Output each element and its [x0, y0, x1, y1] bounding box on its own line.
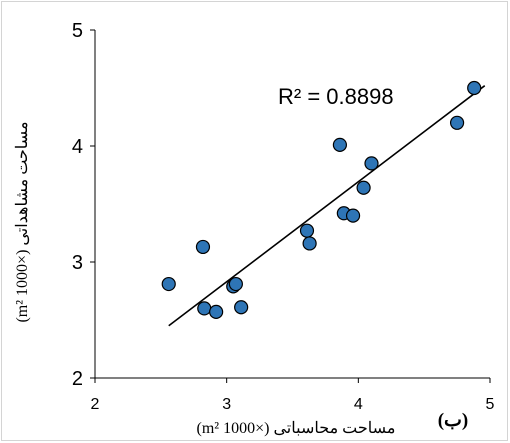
data-point	[161, 276, 176, 292]
x-axis-label: مساحت محاسباتی (×1000 m²)	[197, 420, 396, 437]
axes: 2 3 4 5 2 3 4 5	[72, 20, 495, 413]
labels-layer: R² = 0.8898 مساحت محاسباتی (×1000 m²) مس…	[14, 84, 468, 437]
data-point	[449, 115, 465, 130]
data-point	[299, 223, 315, 238]
data-point	[197, 301, 212, 316]
x-tick-label: 4	[354, 396, 363, 413]
trendline	[168, 85, 486, 327]
trendline-layer	[168, 85, 486, 327]
y-tick-label: 2	[72, 368, 83, 390]
data-point	[209, 304, 224, 319]
data-point	[467, 80, 482, 96]
data-point	[345, 208, 361, 223]
x-tick-label: 3	[222, 396, 231, 413]
data-point	[228, 276, 243, 292]
r-squared-annotation: R² = 0.8898	[278, 84, 394, 109]
panel-label: (ب)	[438, 410, 469, 431]
data-point	[364, 156, 379, 171]
data-point	[332, 137, 347, 152]
y-tick-label: 5	[72, 20, 83, 42]
y-axis-label: مساحت مشاهداتی (×1000 m²)	[14, 121, 31, 322]
y-tick-label: 3	[72, 252, 83, 274]
points-layer	[161, 80, 482, 319]
data-point	[195, 239, 211, 255]
data-point	[302, 236, 317, 251]
data-point	[234, 300, 249, 315]
x-tick-label: 5	[486, 396, 495, 413]
data-point	[356, 180, 371, 195]
x-tick-label: 2	[91, 396, 100, 413]
y-tick-label: 4	[72, 136, 83, 158]
